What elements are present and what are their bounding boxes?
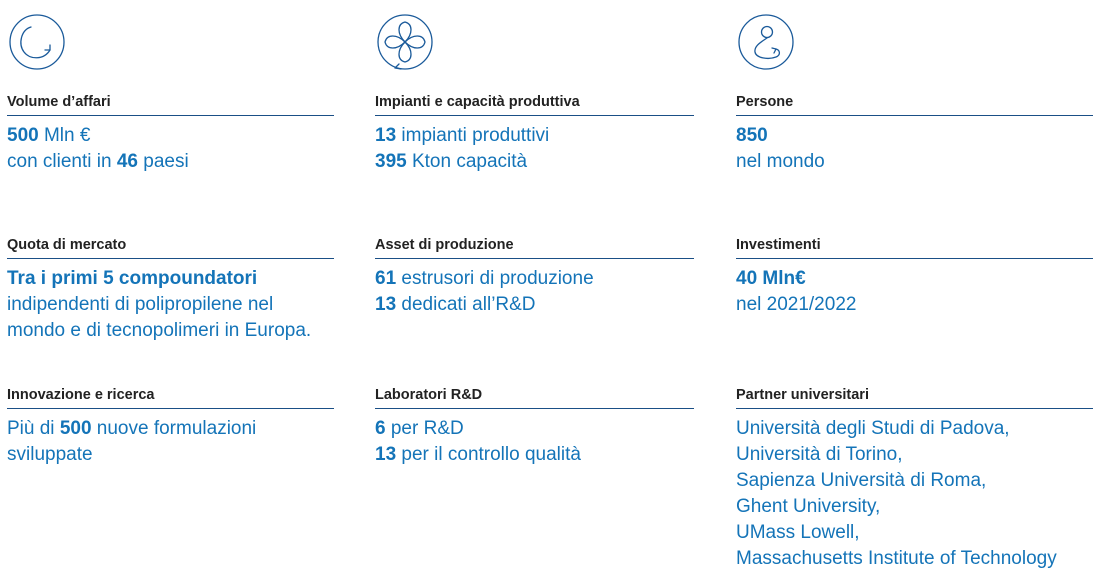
stat-value: 6 per R&D 13 per il controllo qualità bbox=[375, 418, 581, 465]
partner-item: Massachusetts Institute of Technology bbox=[736, 548, 1057, 569]
partner-list: Università degli Studi di Padova, Univer… bbox=[736, 416, 1093, 572]
stat-investimenti: Investimenti 40 Mln€ nel 2021/2022 bbox=[736, 236, 1093, 318]
stat-innovazione-ricerca: Innovazione e ricerca Più di 500 nuove f… bbox=[7, 386, 334, 468]
stat-value: 40 Mln€ nel 2021/2022 bbox=[736, 268, 857, 315]
stat-value: 13 impianti produttivi 395 Kton capacità bbox=[375, 125, 550, 172]
stat-quota-mercato: Quota di mercato Tra i primi 5 compounda… bbox=[7, 236, 334, 344]
stat-label: Quota di mercato bbox=[7, 236, 334, 259]
stat-label: Persone bbox=[736, 93, 1093, 116]
stat-impianti-capacita: Impianti e capacità produttiva 13 impian… bbox=[375, 93, 694, 175]
stat-volume-affari: Volume d’affari 500 Mln € con clienti in… bbox=[7, 93, 334, 175]
stat-label: Laboratori R&D bbox=[375, 386, 694, 409]
person-circle-icon bbox=[736, 12, 796, 72]
stat-label: Partner universitari bbox=[736, 386, 1093, 409]
stat-label: Volume d’affari bbox=[7, 93, 334, 116]
stat-value: Più di 500 nuove formulazioni sviluppate bbox=[7, 418, 257, 465]
stat-value: Tra i primi 5 compoundatori indipendenti… bbox=[7, 268, 312, 341]
partner-item: Università di Torino, bbox=[736, 444, 903, 465]
stat-persone: Persone 850 nel mondo bbox=[736, 93, 1093, 175]
partner-item: Ghent University, bbox=[736, 496, 881, 517]
stat-label: Innovazione e ricerca bbox=[7, 386, 334, 409]
flower-loop-icon bbox=[375, 12, 435, 72]
stat-asset-produzione: Asset di produzione 61 estrusori di prod… bbox=[375, 236, 694, 318]
partner-item: Università degli Studi di Padova, bbox=[736, 418, 1010, 439]
stat-label: Impianti e capacità produttiva bbox=[375, 93, 694, 116]
stat-label: Asset di produzione bbox=[375, 236, 694, 259]
stat-value: 61 estrusori di produzione 13 dedicati a… bbox=[375, 268, 594, 315]
stat-value: 850 nel mondo bbox=[736, 125, 825, 172]
partner-item: Sapienza Università di Roma, bbox=[736, 470, 987, 491]
partner-item: UMass Lowell, bbox=[736, 522, 860, 543]
stat-label: Investimenti bbox=[736, 236, 1093, 259]
stat-partner-universitari: Partner universitari Università degli St… bbox=[736, 386, 1093, 572]
stat-laboratori-rd: Laboratori R&D 6 per R&D 13 per il contr… bbox=[375, 386, 694, 468]
stat-value: 500 Mln € con clienti in 46 paesi bbox=[7, 125, 189, 172]
circular-arrow-icon bbox=[7, 12, 67, 72]
